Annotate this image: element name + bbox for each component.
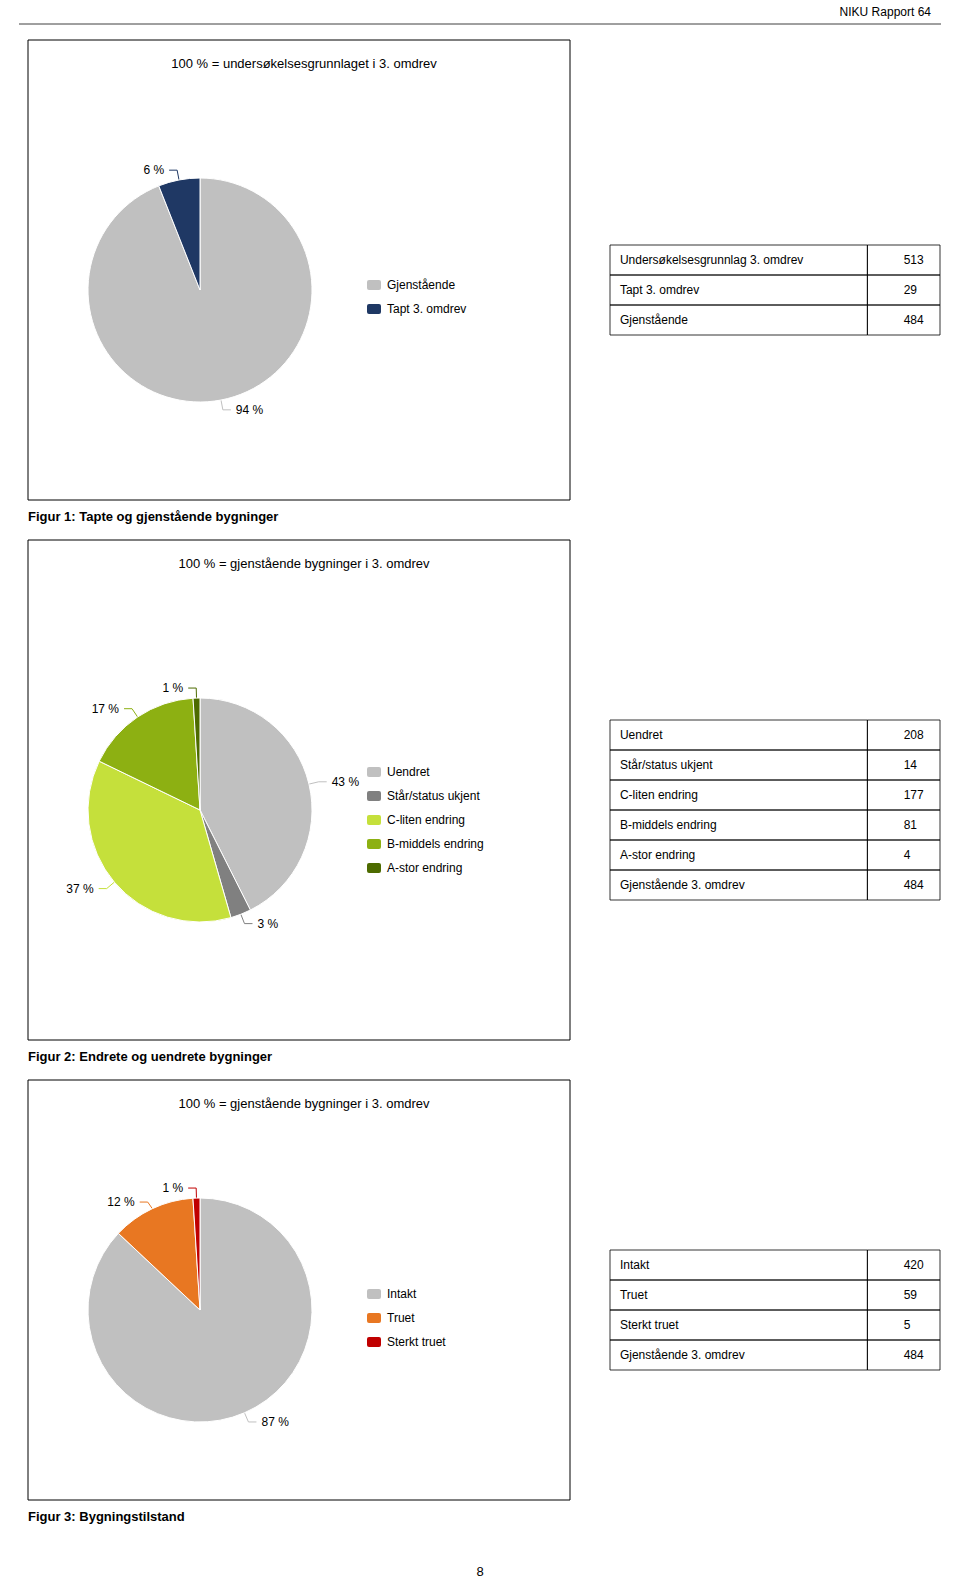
svg-text:5: 5 [904, 1318, 911, 1332]
svg-text:29: 29 [904, 283, 918, 297]
svg-text:Uendret: Uendret [387, 765, 430, 779]
svg-text:B-middels endring: B-middels endring [387, 837, 484, 851]
svg-text:59: 59 [904, 1288, 918, 1302]
svg-text:37 %: 37 % [66, 882, 94, 896]
svg-text:87 %: 87 % [261, 1415, 289, 1429]
svg-text:NIKU Rapport 64: NIKU Rapport 64 [840, 5, 932, 19]
svg-text:Truet: Truet [387, 1311, 415, 1325]
svg-text:12 %: 12 % [107, 1195, 135, 1209]
svg-text:Undersøkelsesgrunnlag 3. omdre: Undersøkelsesgrunnlag 3. omdrev [620, 253, 803, 267]
svg-text:100 % = gjenstående bygninger: 100 % = gjenstående bygninger i 3. omdre… [178, 1096, 430, 1111]
svg-text:A-stor endring: A-stor endring [387, 861, 462, 875]
svg-text:177: 177 [904, 788, 924, 802]
svg-text:6 %: 6 % [143, 163, 164, 177]
svg-text:Gjenstående: Gjenstående [387, 278, 455, 292]
svg-text:Tapt 3. omdrev: Tapt 3. omdrev [387, 302, 466, 316]
svg-text:1 %: 1 % [162, 1181, 183, 1195]
svg-text:484: 484 [904, 878, 924, 892]
svg-text:81: 81 [904, 818, 918, 832]
svg-text:8: 8 [476, 1564, 483, 1579]
svg-text:420: 420 [904, 1258, 924, 1272]
svg-text:Figur 3: Bygningstilstand: Figur 3: Bygningstilstand [28, 1509, 185, 1524]
svg-text:94 %: 94 % [236, 403, 264, 417]
svg-text:208: 208 [904, 728, 924, 742]
svg-text:C-liten endring: C-liten endring [387, 813, 465, 827]
svg-text:Sterkt truet: Sterkt truet [620, 1318, 679, 1332]
svg-text:Uendret: Uendret [620, 728, 663, 742]
svg-text:Står/status ukjent: Står/status ukjent [387, 789, 480, 803]
svg-text:Gjenstående 3. omdrev: Gjenstående 3. omdrev [620, 1348, 745, 1362]
svg-text:Intakt: Intakt [387, 1287, 417, 1301]
svg-text:C-liten endring: C-liten endring [620, 788, 698, 802]
svg-text:Sterkt truet: Sterkt truet [387, 1335, 446, 1349]
svg-text:4: 4 [904, 848, 911, 862]
svg-text:43 %: 43 % [332, 775, 360, 789]
svg-text:100 % = gjenstående bygninger: 100 % = gjenstående bygninger i 3. omdre… [178, 556, 430, 571]
svg-text:484: 484 [904, 1348, 924, 1362]
svg-text:513: 513 [904, 253, 924, 267]
svg-text:3 %: 3 % [257, 917, 278, 931]
svg-text:Figur 2: Endrete og uendrete b: Figur 2: Endrete og uendrete bygninger [28, 1049, 272, 1064]
svg-text:Intakt: Intakt [620, 1258, 650, 1272]
svg-text:Står/status ukjent: Står/status ukjent [620, 758, 713, 772]
svg-text:484: 484 [904, 313, 924, 327]
svg-text:100 % = undersøkelsesgrunnlage: 100 % = undersøkelsesgrunnlaget i 3. omd… [171, 56, 437, 71]
svg-text:B-middels endring: B-middels endring [620, 818, 717, 832]
svg-text:14: 14 [904, 758, 918, 772]
svg-text:Tapt 3. omdrev: Tapt 3. omdrev [620, 283, 699, 297]
svg-text:Figur 1: Tapte og gjenstående: Figur 1: Tapte og gjenstående bygninger [28, 509, 278, 524]
svg-text:Truet: Truet [620, 1288, 648, 1302]
svg-text:Gjenstående 3. omdrev: Gjenstående 3. omdrev [620, 878, 745, 892]
svg-text:A-stor endring: A-stor endring [620, 848, 695, 862]
svg-text:Gjenstående: Gjenstående [620, 313, 688, 327]
svg-text:1 %: 1 % [163, 681, 184, 695]
svg-text:17 %: 17 % [92, 702, 120, 716]
